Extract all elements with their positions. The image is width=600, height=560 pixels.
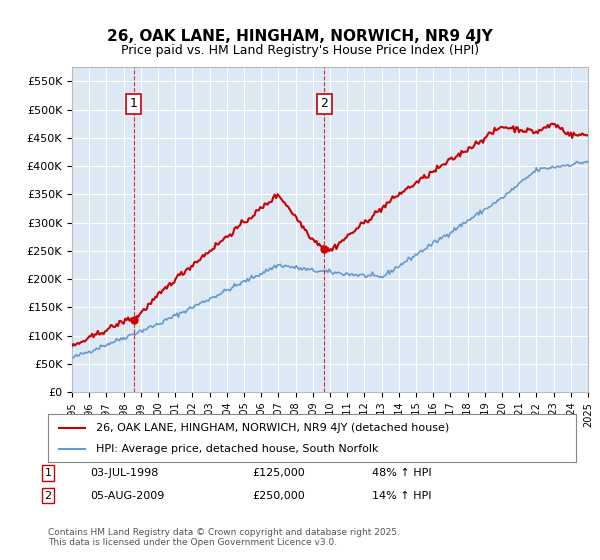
Text: HPI: Average price, detached house, South Norfolk: HPI: Average price, detached house, Sout…	[95, 444, 378, 454]
Text: 14% ↑ HPI: 14% ↑ HPI	[372, 491, 431, 501]
Text: 2: 2	[320, 97, 328, 110]
Text: 26, OAK LANE, HINGHAM, NORWICH, NR9 4JY: 26, OAK LANE, HINGHAM, NORWICH, NR9 4JY	[107, 29, 493, 44]
Text: Contains HM Land Registry data © Crown copyright and database right 2025.
This d: Contains HM Land Registry data © Crown c…	[48, 528, 400, 547]
Text: 1: 1	[44, 468, 52, 478]
Text: 48% ↑ HPI: 48% ↑ HPI	[372, 468, 431, 478]
Text: £250,000: £250,000	[252, 491, 305, 501]
Text: 05-AUG-2009: 05-AUG-2009	[90, 491, 164, 501]
Text: Price paid vs. HM Land Registry's House Price Index (HPI): Price paid vs. HM Land Registry's House …	[121, 44, 479, 57]
Text: 2: 2	[44, 491, 52, 501]
Text: 03-JUL-1998: 03-JUL-1998	[90, 468, 158, 478]
Text: 26, OAK LANE, HINGHAM, NORWICH, NR9 4JY (detached house): 26, OAK LANE, HINGHAM, NORWICH, NR9 4JY …	[95, 423, 449, 433]
Text: 1: 1	[130, 97, 137, 110]
Text: £125,000: £125,000	[252, 468, 305, 478]
